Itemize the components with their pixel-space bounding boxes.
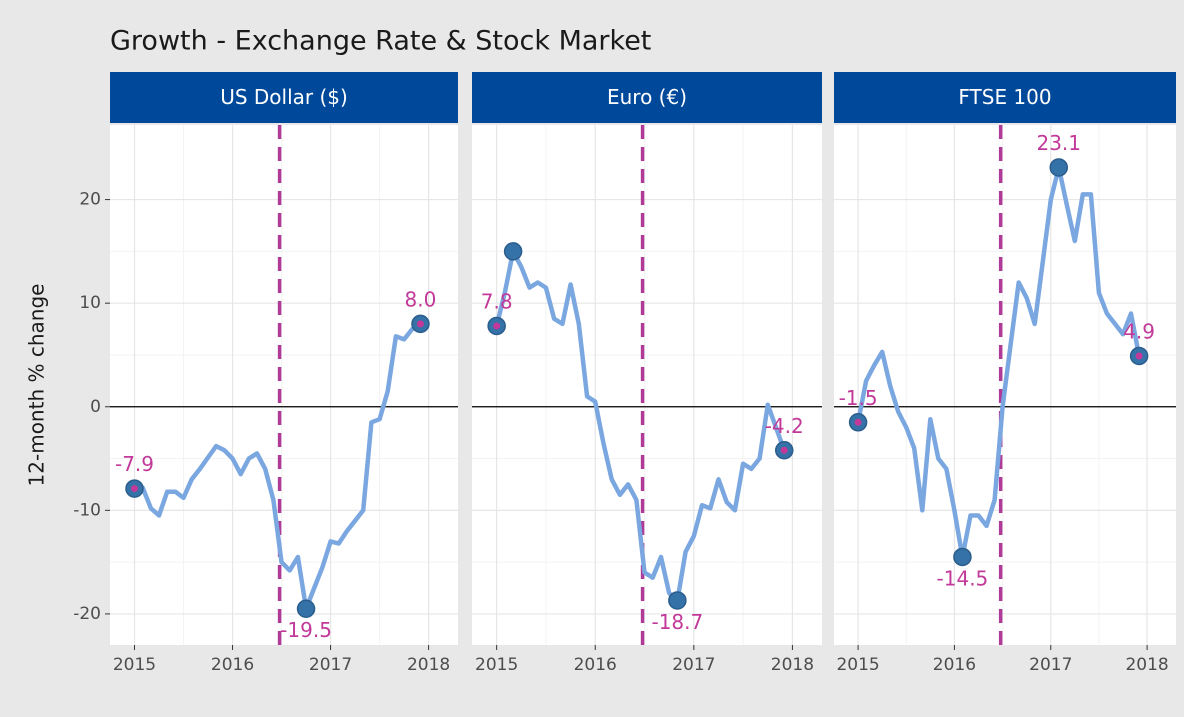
x-tick-label: 2016	[933, 655, 976, 675]
highlight-point-center	[131, 485, 139, 493]
chart-title: Growth - Exchange Rate & Stock Market	[110, 26, 651, 57]
data-label: 23.1	[1036, 131, 1081, 155]
series-line	[134, 321, 422, 611]
series-line	[494, 249, 787, 603]
data-label: -4.2	[765, 414, 804, 438]
highlight-point	[953, 547, 972, 567]
data-label: -7.9	[115, 452, 154, 476]
x-tick-label: 2018	[407, 655, 450, 675]
data-label: 8.0	[405, 287, 437, 311]
highlight-point-center	[416, 320, 424, 328]
y-tick-label: -10	[73, 500, 101, 520]
x-tick-label: 2017	[672, 655, 715, 675]
data-label: -19.5	[280, 618, 332, 642]
y-tick-label: -20	[73, 604, 101, 624]
highlight-point-center	[854, 418, 862, 426]
x-tick-label: 2015	[475, 655, 518, 675]
x-tick-label: 2016	[574, 655, 617, 675]
highlight-point-center	[493, 322, 501, 330]
facet-title: Euro (€)	[607, 85, 687, 109]
highlight-point	[668, 591, 687, 610]
data-label: -1.5	[839, 386, 878, 410]
facet-strip	[110, 72, 458, 123]
panel	[472, 125, 822, 645]
data-label: 4.9	[1123, 319, 1155, 343]
x-tick-label: 2015	[113, 655, 156, 675]
facet-strip	[834, 72, 1176, 123]
x-tick-label: 2015	[836, 655, 879, 675]
facet-title: US Dollar ($)	[220, 85, 348, 109]
facet-strip	[472, 72, 822, 123]
y-tick-label: 20	[79, 190, 101, 210]
x-tick-label: 2017	[309, 655, 352, 675]
x-tick-label: 2018	[1125, 655, 1168, 675]
panel	[110, 125, 458, 645]
highlight-point-center	[1135, 352, 1143, 360]
highlight-point	[503, 242, 523, 261]
data-label: -14.5	[937, 566, 989, 590]
series-line	[855, 165, 1142, 560]
highlight-point	[1049, 158, 1069, 177]
x-tick-label: 2016	[211, 655, 254, 675]
y-tick-label: 0	[90, 397, 101, 417]
x-tick-label: 2018	[771, 655, 814, 675]
y-tick-label: 10	[79, 293, 101, 313]
x-tick-label: 2017	[1029, 655, 1072, 675]
facet-title: FTSE 100	[958, 85, 1051, 109]
highlight-point-center	[780, 446, 788, 454]
data-label: 7.8	[481, 289, 513, 313]
y-axis-label: 12-month % change	[25, 284, 49, 487]
data-label: -18.7	[651, 610, 703, 634]
highlight-point	[296, 599, 316, 618]
